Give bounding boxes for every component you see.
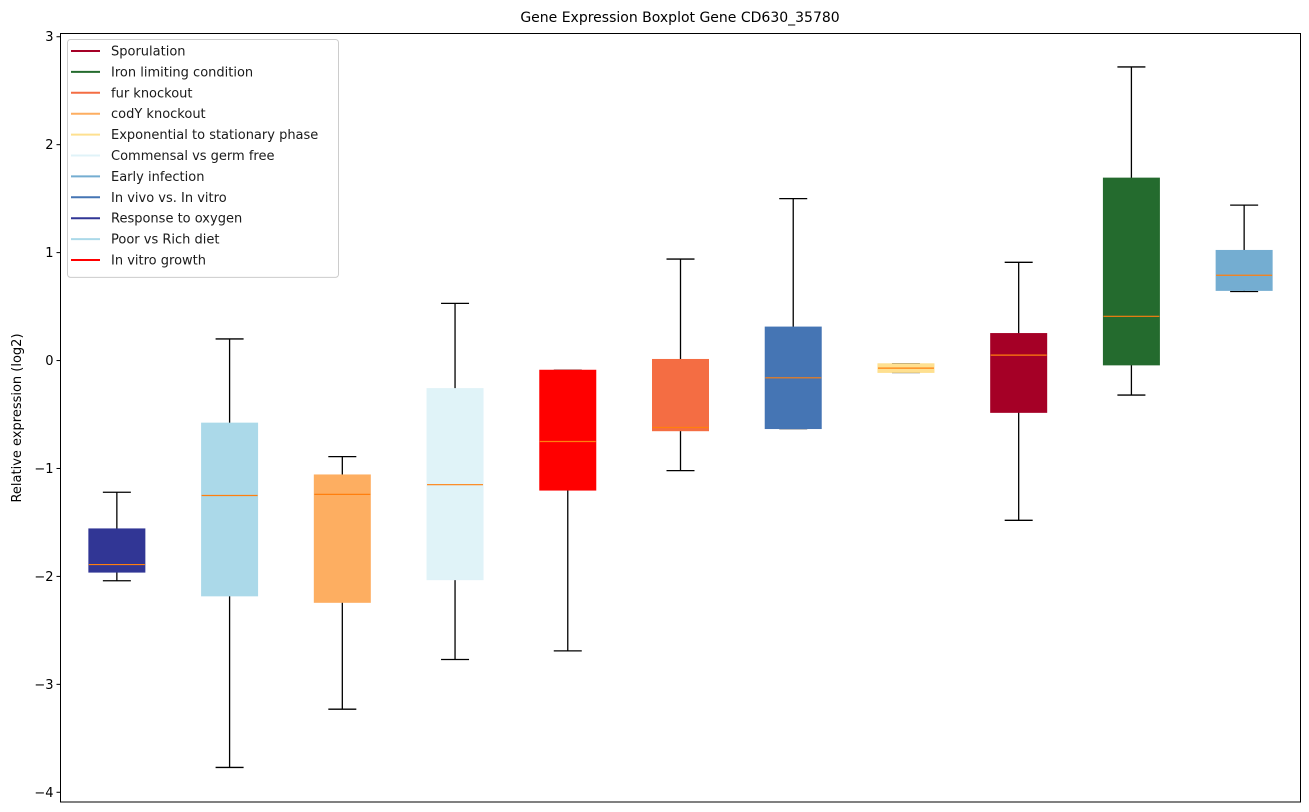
- y-tick-label: 0: [45, 354, 53, 369]
- legend-label: Exponential to stationary phase: [111, 128, 318, 143]
- y-tick-label: 2: [45, 138, 53, 153]
- legend-label: Response to oxygen: [111, 212, 242, 227]
- y-tick-label: −4: [34, 786, 53, 801]
- box-sporulation: [990, 261, 1048, 521]
- y-tick-label: 1: [45, 246, 53, 261]
- box-cody-knockout: [313, 455, 371, 710]
- legend-box: [67, 39, 339, 278]
- legend-label: Early infection: [111, 170, 204, 185]
- legend-item: codY knockout: [71, 107, 206, 122]
- legend-label: Poor vs Rich diet: [111, 233, 219, 248]
- legend-item: In vitro growth: [71, 254, 206, 269]
- y-tick-label: −1: [34, 462, 53, 477]
- legend-label: Iron limiting condition: [111, 65, 253, 80]
- box-iqr: [1102, 177, 1160, 366]
- plot-frame: [60, 33, 1301, 803]
- legend-item: Early infection: [71, 170, 204, 185]
- box-in-vivo-vs-in-vitro: [764, 197, 822, 430]
- box-commensal-vs-germ-free: [426, 302, 484, 661]
- legend-item: Sporulation: [71, 45, 186, 60]
- box-response-to-oxygen: [88, 491, 146, 582]
- box-iqr: [88, 528, 146, 573]
- legend-item: Commensal vs germ free: [71, 149, 274, 164]
- box-iqr: [313, 474, 371, 603]
- y-tick-label: −2: [34, 570, 53, 585]
- legend-item: Response to oxygen: [71, 212, 242, 227]
- box-iqr: [201, 422, 259, 597]
- box-iqr: [539, 369, 597, 491]
- box-iqr: [990, 333, 1048, 413]
- legend-label: fur knockout: [111, 86, 193, 101]
- legend-item: Exponential to stationary phase: [71, 128, 318, 143]
- legend-item: fur knockout: [71, 86, 193, 101]
- legend-item: Iron limiting condition: [71, 65, 253, 80]
- y-axis-label: Relative expression (log2): [10, 333, 25, 502]
- legend-label: codY knockout: [111, 107, 206, 122]
- boxes-group: [88, 66, 1273, 769]
- box-exponential-to-stationary-phase: [877, 363, 935, 374]
- box-in-vitro-growth: [539, 369, 597, 652]
- legend-label: Commensal vs germ free: [111, 149, 274, 164]
- box-poor-vs-rich-diet: [201, 338, 259, 769]
- legend-label: In vitro growth: [111, 254, 206, 269]
- box-iron-limiting-condition: [1102, 66, 1160, 396]
- y-axis: 3 2 1 0 −1 −2 −3 −4: [34, 30, 61, 801]
- legend-label: Sporulation: [111, 45, 186, 60]
- legend-label: In vivo vs. In vitro: [111, 191, 227, 206]
- box-iqr: [652, 358, 709, 432]
- y-tick-label: 3: [45, 30, 53, 45]
- chart-title: Gene Expression Boxplot Gene CD630_35780: [520, 10, 839, 26]
- legend: Sporulation Iron limiting condition fur kn…: [67, 39, 339, 278]
- box-fur-knockout: [652, 258, 709, 472]
- legend-item: In vivo vs. In vitro: [71, 191, 227, 206]
- y-tick-label: −3: [34, 678, 53, 693]
- legend-item: Poor vs Rich diet: [71, 233, 219, 248]
- box-iqr: [1215, 249, 1273, 291]
- box-early-infection: [1215, 204, 1273, 293]
